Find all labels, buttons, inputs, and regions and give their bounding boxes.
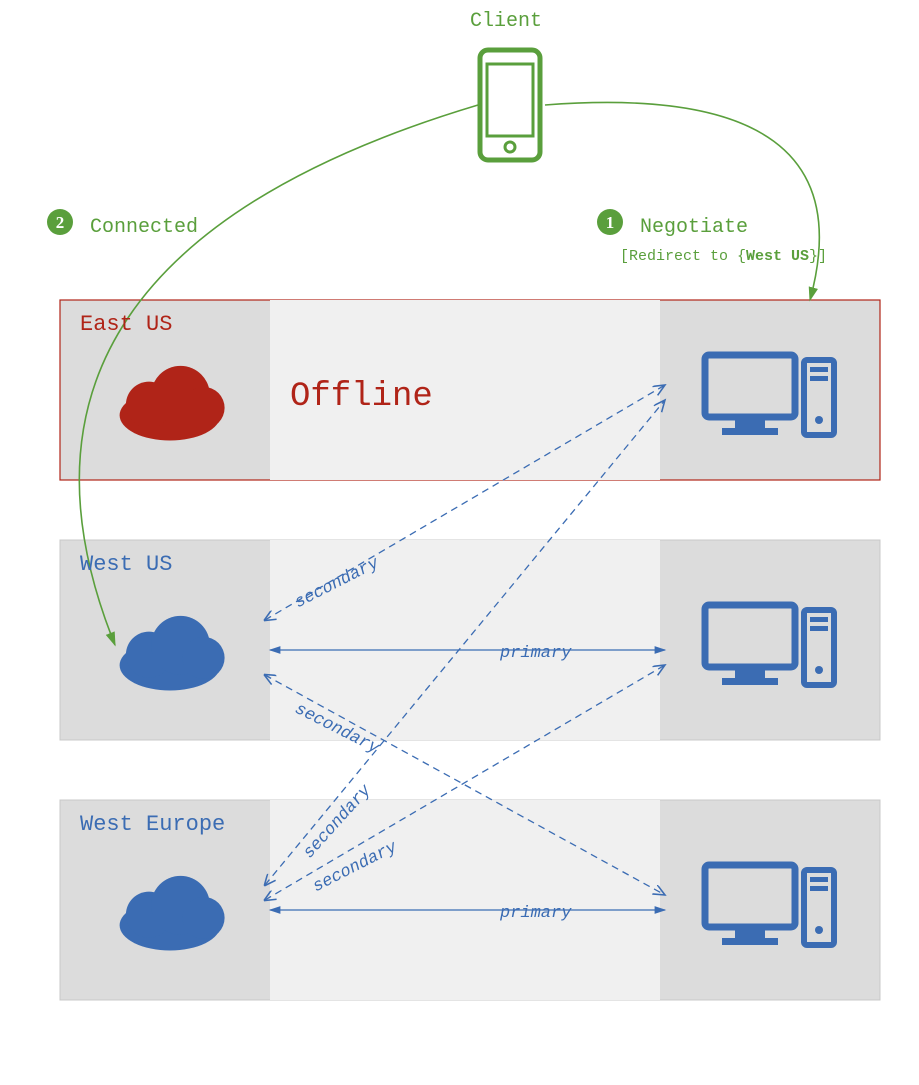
client-label: Client <box>470 10 542 33</box>
arrow-negotiate <box>545 102 819 300</box>
region-title-east-us: East US <box>80 312 172 337</box>
connection-label-primary-1: primary <box>500 904 571 923</box>
svg-text:1: 1 <box>606 213 615 232</box>
region-east-us <box>60 300 880 480</box>
diagram-canvas: 21 <box>0 0 919 1085</box>
offline-label: Offline <box>290 378 433 416</box>
step-connected-label: Connected <box>90 216 198 239</box>
connection-label-primary-0: primary <box>500 644 571 663</box>
region-west-us <box>60 540 880 740</box>
client-phone-icon <box>480 50 540 160</box>
step-negotiate-label: Negotiate <box>640 216 748 239</box>
region-title-west-europe: West Europe <box>80 812 225 837</box>
step-negotiate-sublabel: [Redirect to {West US}] <box>620 248 827 265</box>
region-title-west-us: West US <box>80 552 172 577</box>
svg-text:2: 2 <box>56 213 65 232</box>
